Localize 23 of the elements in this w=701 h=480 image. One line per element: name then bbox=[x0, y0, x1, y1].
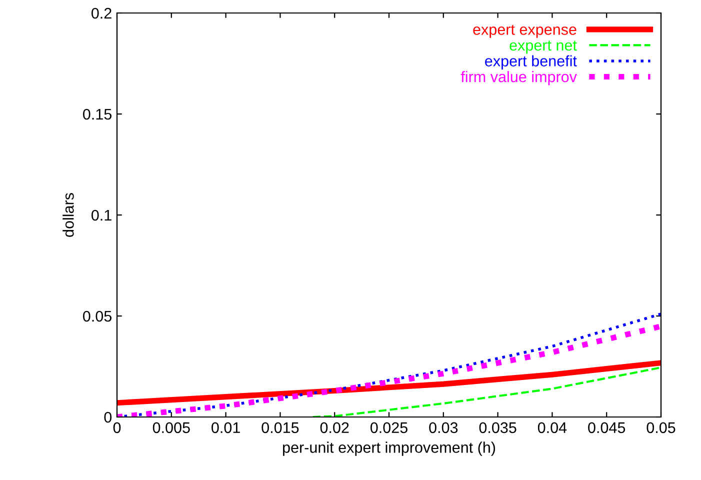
x-tick-label: 0.04 bbox=[538, 422, 567, 434]
legend-label: expert net bbox=[510, 40, 577, 54]
x-tick-label: 0.035 bbox=[479, 422, 516, 434]
legend-label: firm value improv bbox=[460, 71, 577, 86]
y-tick-label: 0.15 bbox=[83, 108, 112, 120]
line-series bbox=[312, 366, 661, 417]
y-tick-label: 0.2 bbox=[92, 8, 112, 19]
x-tick-label: 0.015 bbox=[262, 422, 299, 434]
x-tick-label: 0.02 bbox=[320, 422, 349, 434]
y-tick-label: 0 bbox=[104, 412, 112, 423]
legend-label: expert benefit bbox=[485, 55, 577, 70]
x-tick-label: 0.005 bbox=[152, 422, 190, 434]
y-tick-label: 0.05 bbox=[83, 310, 112, 322]
x-tick-label: 0.045 bbox=[588, 422, 626, 434]
y-axis-title: dollars bbox=[62, 193, 74, 237]
x-tick-label: 0.01 bbox=[212, 422, 240, 434]
x-axis-title: per-unit expert improvement (h) bbox=[283, 442, 496, 456]
x-tick-label: 0 bbox=[113, 422, 121, 434]
x-tick-label: 0.03 bbox=[429, 422, 458, 434]
legend-label: expert expense bbox=[473, 24, 576, 38]
y-tick-label: 0.1 bbox=[92, 210, 112, 221]
x-tick-label: 0.025 bbox=[370, 422, 408, 434]
x-tick-label: 0.05 bbox=[646, 422, 676, 434]
